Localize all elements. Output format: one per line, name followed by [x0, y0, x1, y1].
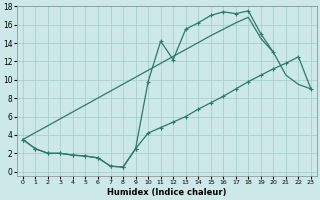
X-axis label: Humidex (Indice chaleur): Humidex (Indice chaleur)	[107, 188, 227, 197]
